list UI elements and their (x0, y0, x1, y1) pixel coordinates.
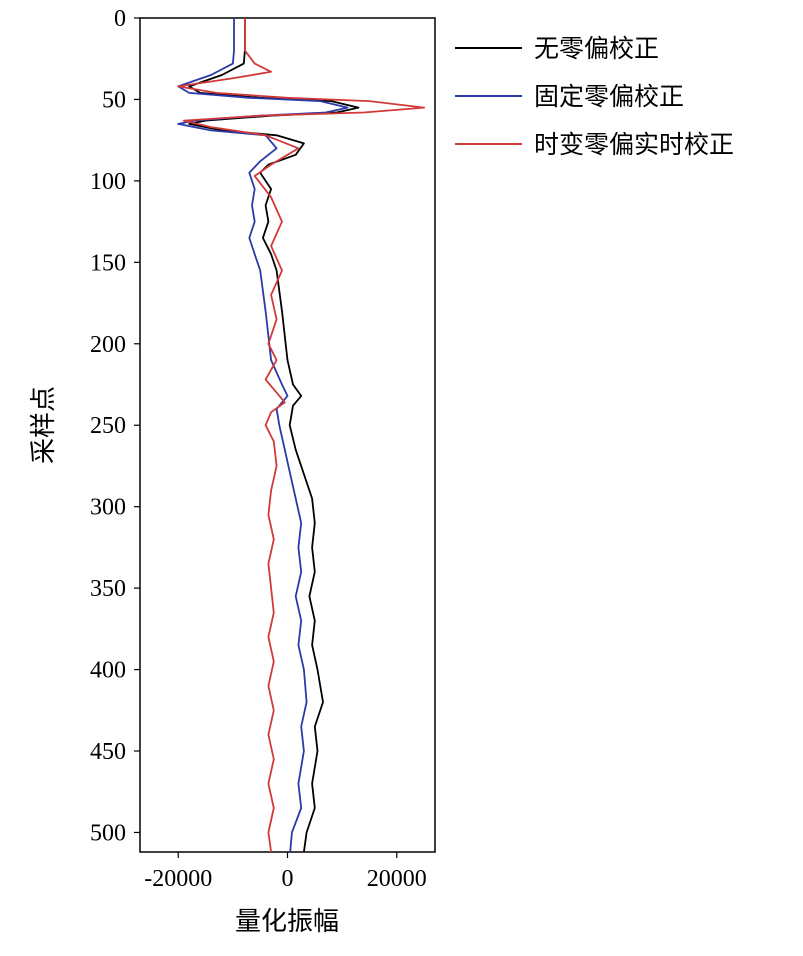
y-tick-label: 300 (90, 495, 126, 521)
legend-label: 固定零偏校正 (534, 82, 684, 111)
series-layer (177, 18, 425, 853)
y-tick-label: 0 (114, 6, 126, 32)
y-tick-label: 500 (90, 820, 126, 846)
y-axis-title: 采样点 (29, 386, 59, 464)
legend-label: 时变零偏实时校正 (534, 130, 734, 159)
legend-label: 无零偏校正 (534, 34, 659, 63)
x-tick-label: -20000 (144, 866, 212, 892)
y-tick-label: 200 (90, 332, 126, 358)
series-line-3 (177, 18, 425, 853)
y-tick-label: 100 (90, 169, 126, 195)
y-tick-label: 400 (90, 658, 126, 684)
y-tick-label: 250 (90, 413, 126, 439)
series-line-2 (177, 18, 349, 853)
x-tick-label: 20000 (367, 866, 427, 892)
y-tick-label: 150 (90, 250, 126, 276)
y-axis: 0 50 100 150 200 250 300 350 400 450 500 (90, 6, 140, 846)
y-tick-label: 450 (90, 739, 126, 765)
x-axis: -20000 0 20000 (144, 852, 427, 892)
x-tick-label: 0 (282, 866, 294, 892)
x-axis-title: 量化振幅 (235, 907, 339, 937)
y-tick-label: 50 (102, 87, 126, 113)
y-tick-label: 350 (90, 576, 126, 602)
series-line-1 (188, 18, 360, 853)
